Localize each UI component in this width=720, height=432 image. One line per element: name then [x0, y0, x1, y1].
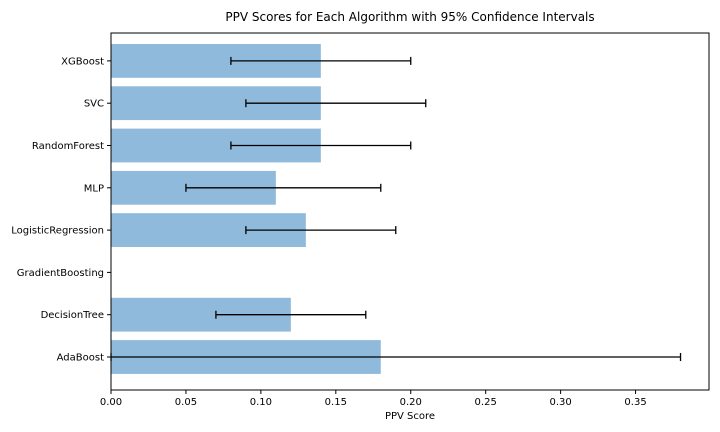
- x-tick-label: 0.25: [475, 397, 497, 408]
- chart-title: PPV Scores for Each Algorithm with 95% C…: [225, 10, 594, 24]
- y-tick-label: DecisionTree: [41, 310, 104, 321]
- y-axis: AdaBoost DecisionTree GradientBoosting Logi…: [11, 56, 111, 364]
- y-tick-label: RandomForest: [32, 141, 104, 152]
- y-tick-label: XGBoost: [61, 56, 104, 67]
- plot-frame: [110, 32, 710, 391]
- errorbar-logisticregression: [245, 226, 397, 235]
- x-axis-label: PPV Score: [385, 411, 435, 422]
- y-tick-label: MLP: [84, 183, 104, 194]
- x-tick-label: 0.20: [400, 397, 422, 408]
- x-tick-label: 0.00: [100, 397, 122, 408]
- errorbar-mlp: [185, 183, 382, 192]
- y-tick-label: SVC: [84, 99, 104, 110]
- bars-group: [111, 44, 381, 374]
- y-tick-label: AdaBoost: [57, 353, 104, 364]
- x-tick-label: 0.30: [549, 397, 571, 408]
- y-tick-label: GradientBoosting: [17, 268, 104, 279]
- errorbar-randomforest: [230, 141, 412, 150]
- x-tick-label: 0.15: [325, 397, 347, 408]
- x-tick-label: 0.05: [175, 397, 197, 408]
- y-tick-label: LogisticRegression: [11, 226, 104, 237]
- errorbar-decisiontree: [215, 310, 367, 319]
- x-tick-label: 0.10: [250, 397, 272, 408]
- x-axis: 0.00 0.05 0.10 0.15 0.20 0.25 0.30 0.35: [100, 390, 647, 408]
- errorbar-svc: [245, 99, 427, 108]
- x-tick-label: 0.35: [624, 397, 646, 408]
- errorbar-xgboost: [230, 56, 412, 65]
